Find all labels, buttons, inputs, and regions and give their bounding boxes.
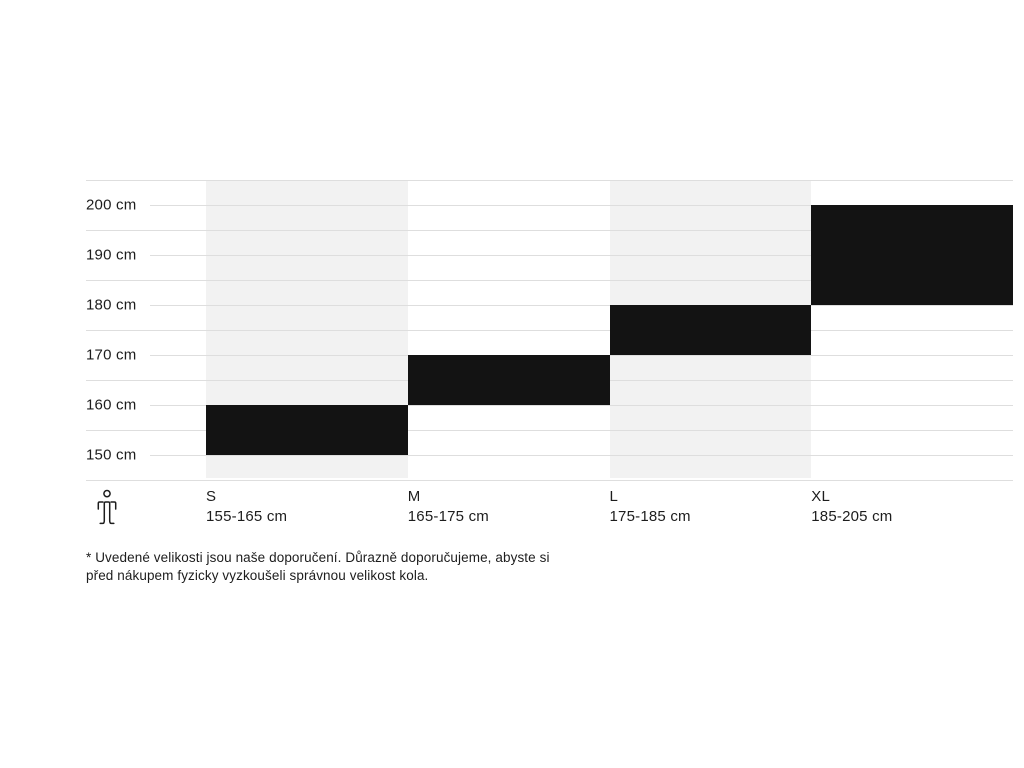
x-axis-label-m: M 165-175 cm bbox=[408, 487, 489, 526]
size-disclaimer-line2: před nákupem fyzicky vyzkoušeli správnou… bbox=[86, 568, 429, 583]
height-size-chart: 200 cm 190 cm 180 cm 170 cm 160 cm 150 cm bbox=[86, 180, 1013, 481]
gridline-190cm bbox=[86, 255, 1013, 256]
bar-l bbox=[609, 305, 812, 355]
y-axis-tick-label: 170 cm bbox=[86, 343, 151, 367]
y-axis-tick-label: 200 cm bbox=[86, 193, 151, 217]
gridline-180cm bbox=[86, 305, 1013, 306]
gridline-200cm bbox=[86, 205, 1013, 206]
size-height-range: 175-185 cm bbox=[609, 508, 691, 525]
gridline-175cm bbox=[86, 330, 1013, 331]
size-height-range: 165-175 cm bbox=[407, 508, 489, 525]
x-axis-label-l: L 175-185 cm bbox=[610, 487, 691, 526]
y-axis-tick-label: 160 cm bbox=[86, 393, 151, 417]
gridline-155cm bbox=[86, 430, 1013, 431]
size-name: M bbox=[407, 488, 421, 505]
size-name: L bbox=[609, 488, 619, 505]
gridline-160cm bbox=[86, 405, 1013, 406]
y-axis-tick-label: 180 cm bbox=[86, 293, 151, 317]
size-height-range: 185-205 cm bbox=[811, 508, 893, 525]
bar-m bbox=[407, 355, 610, 405]
bar-xl bbox=[811, 205, 1013, 305]
gridline-195cm bbox=[86, 230, 1013, 231]
size-name: XL bbox=[811, 488, 830, 505]
x-axis-label-xl: XL 185-205 cm bbox=[811, 487, 892, 526]
person-height-icon bbox=[96, 489, 118, 526]
y-axis-tick-label: 150 cm bbox=[86, 443, 151, 467]
bar-s bbox=[206, 405, 408, 455]
y-axis-tick-label: 190 cm bbox=[86, 243, 151, 267]
size-disclaimer: * Uvedené velikosti jsou naše doporučení… bbox=[86, 549, 550, 585]
gridline-205cm bbox=[86, 180, 1013, 181]
size-name: S bbox=[206, 488, 217, 505]
size-disclaimer-line1: * Uvedené velikosti jsou naše doporučení… bbox=[86, 550, 550, 565]
x-axis-label-s: S 155-165 cm bbox=[206, 487, 287, 526]
size-height-range: 155-165 cm bbox=[206, 508, 288, 525]
gridline-145cm bbox=[86, 480, 1013, 481]
gridline-150cm bbox=[86, 455, 1013, 456]
gridline-185cm bbox=[86, 280, 1013, 281]
